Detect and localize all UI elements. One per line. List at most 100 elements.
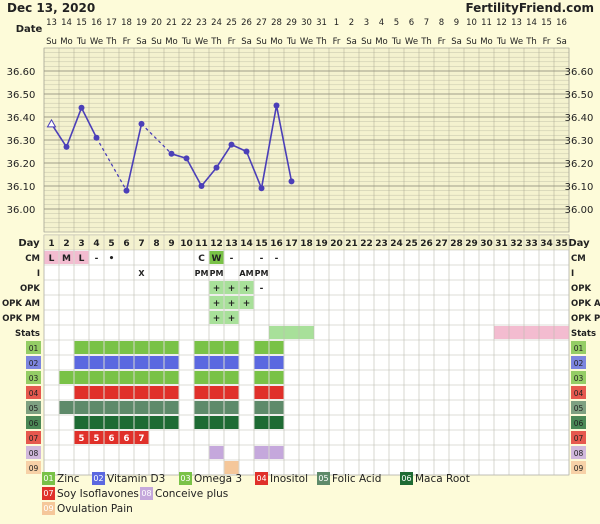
supplement-code-right: 05 <box>574 404 584 413</box>
row-label-opk_pm: OPK PM <box>2 314 40 324</box>
supplement-code: 09 <box>29 464 39 473</box>
supplement-day-cell <box>224 416 239 429</box>
brand-name: FertilityFriend.com <box>465 1 594 15</box>
intercourse-cell: PM <box>195 269 209 278</box>
legend-label: Inositol <box>270 473 309 485</box>
y-tick-right: 36.50 <box>565 90 594 101</box>
opk-cell: + <box>213 284 221 294</box>
legend-code: 07 <box>42 487 55 500</box>
legend-item: 02 Vitamin D3 <box>92 472 165 486</box>
supplement-day-cell <box>194 341 209 354</box>
supplement-code-badge-right <box>571 356 586 369</box>
supplement-day-cell <box>89 356 104 369</box>
opk-bg <box>209 311 224 324</box>
supplement-code: 05 <box>29 404 39 413</box>
weekday-cell: Th <box>210 37 222 47</box>
row-label-right-stats: Stats <box>571 329 596 339</box>
supplement-day-cell <box>119 431 134 444</box>
supplement-day-cell <box>74 401 89 414</box>
temp-line-segment <box>80 107 98 139</box>
day-number: 32 <box>510 239 523 249</box>
supplement-day-cell <box>74 416 89 429</box>
opk-bg <box>239 281 254 294</box>
row-label-opk_am: OPK AM <box>2 299 40 309</box>
supplement-day-cell <box>119 371 134 384</box>
legend-code: 09 <box>42 502 55 515</box>
supplement-code: 08 <box>29 449 39 458</box>
day-number: 21 <box>345 239 358 249</box>
weekday-cell: We <box>300 37 313 47</box>
weekday-cell: Mo <box>480 37 493 47</box>
supplement-day-cell <box>119 386 134 399</box>
supplement-day-cell <box>254 356 269 369</box>
day-number: 18 <box>300 239 313 249</box>
date-row-label: Date <box>16 24 43 35</box>
row-label-cm: CM <box>25 254 40 264</box>
supplement-day-cell <box>104 341 119 354</box>
temp-line-segment <box>245 151 263 189</box>
cm-bg <box>74 251 89 264</box>
opk-cell: + <box>228 284 236 294</box>
opk-bg <box>239 296 254 309</box>
opk-cell: + <box>228 299 236 309</box>
supplement-day-cell <box>149 341 164 354</box>
supplement-day-cell <box>59 401 74 414</box>
supplement-day-cell <box>74 356 89 369</box>
supplement-day-cell <box>209 416 224 429</box>
supplement-day-cell <box>164 416 179 429</box>
cm-cell: L <box>79 254 85 264</box>
supplement-day-cell <box>74 341 89 354</box>
supplement-code: 06 <box>29 419 39 428</box>
supplement-day-cell <box>134 371 149 384</box>
supplement-day-label: 6 <box>109 434 115 444</box>
supplement-code-badge <box>26 356 41 369</box>
supplement-day-cell <box>164 401 179 414</box>
temp-line-segment <box>95 137 128 191</box>
opk-cell: + <box>243 284 251 294</box>
legend-item: 07 Soy Isoflavones <box>42 487 139 501</box>
legend-code: 08 <box>140 487 153 500</box>
weekday-cell: We <box>510 37 523 47</box>
day-number: 27 <box>435 239 448 249</box>
y-tick-right: 36.60 <box>565 67 594 78</box>
legend-code: 01 <box>42 472 55 485</box>
day-number: 6 <box>123 239 129 249</box>
day-number: 26 <box>420 239 433 249</box>
day-number: 29 <box>465 239 478 249</box>
supplement-day-label: 6 <box>124 434 130 444</box>
date-cell: 18 <box>121 18 132 28</box>
temp-point <box>63 143 70 150</box>
supplement-day-cell <box>164 371 179 384</box>
temp-line-segment <box>215 144 233 169</box>
supplement-day-label: 5 <box>79 434 85 444</box>
date-cell: 7 <box>424 18 429 28</box>
supplement-day-cell <box>254 341 269 354</box>
y-tick-left: 36.60 <box>7 67 36 78</box>
cm-cell: - <box>260 254 264 264</box>
day-number: 35 <box>555 239 568 249</box>
row-label-stats: Stats <box>15 329 40 339</box>
supplement-day-cell <box>209 356 224 369</box>
supplement-day-cell <box>104 431 119 444</box>
date-cell: 26 <box>241 18 252 28</box>
date-cell: 1 <box>334 18 339 28</box>
weekday-cell: Tu <box>391 37 401 47</box>
supplement-day-cell <box>89 371 104 384</box>
date-cell: 24 <box>211 18 222 28</box>
row-label-i: I <box>37 269 40 279</box>
supplement-day-cell <box>149 401 164 414</box>
legend-code: 05 <box>317 472 330 485</box>
day-number: 22 <box>360 239 373 249</box>
supplement-day-cell <box>89 341 104 354</box>
day-number: 8 <box>153 239 159 249</box>
cm-bg <box>209 251 224 264</box>
supplement-day-cell <box>119 341 134 354</box>
stats-range <box>494 326 569 339</box>
weekday-cell: Sa <box>451 37 462 47</box>
weekday-cell: Tu <box>286 37 296 47</box>
date-cell: 28 <box>271 18 282 28</box>
y-tick-right: 36.20 <box>565 159 594 170</box>
date-cell: 22 <box>181 18 192 28</box>
date-cell: 30 <box>301 18 312 28</box>
temp-point <box>273 102 280 109</box>
